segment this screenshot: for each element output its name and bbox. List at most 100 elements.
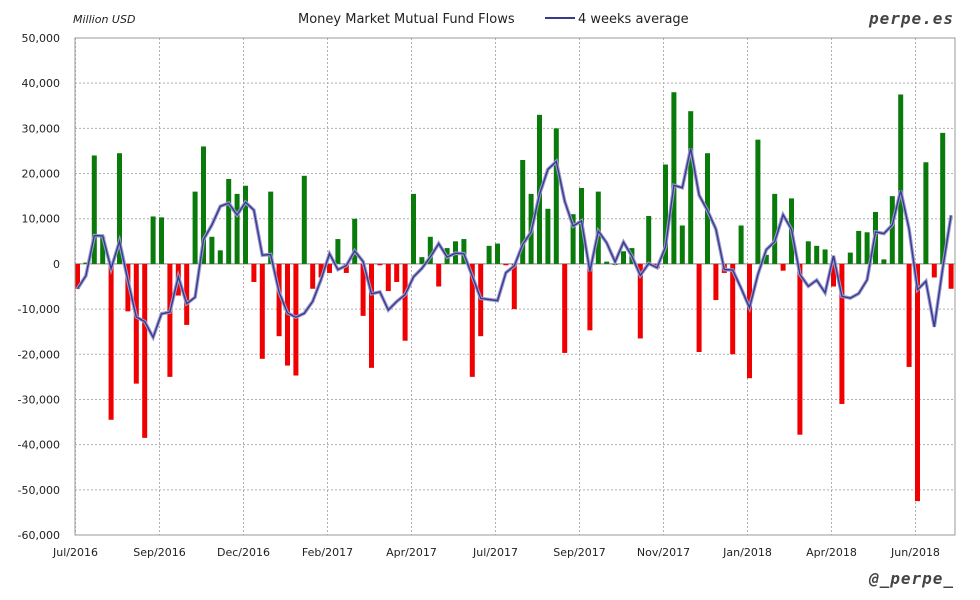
- bar-outflow: [142, 263, 148, 438]
- y-tick-label: -60,000: [18, 529, 60, 542]
- bar-inflow: [520, 159, 526, 264]
- bar-inflow: [889, 196, 895, 264]
- x-tick-label: Sep/2016: [133, 546, 185, 559]
- x-tick-label: Jan/2018: [722, 546, 772, 559]
- bar-outflow: [831, 263, 836, 287]
- bar-outflow: [402, 263, 408, 341]
- bar-inflow: [763, 254, 769, 264]
- bar-inflow: [150, 216, 156, 264]
- bar-outflow: [713, 263, 719, 301]
- legend-label: 4 weeks average: [578, 12, 689, 27]
- y-tick-label: 30,000: [22, 122, 61, 135]
- bar-outflow: [259, 263, 265, 359]
- bar-outflow: [436, 263, 442, 287]
- bar-inflow: [940, 132, 946, 264]
- bar-outflow: [906, 263, 912, 367]
- y-tick-label: -50,000: [18, 484, 60, 497]
- average-line: [76, 148, 952, 340]
- y-tick-label: -10,000: [18, 303, 60, 316]
- bar-inflow: [595, 191, 601, 264]
- y-tick-label: -20,000: [18, 348, 60, 361]
- bar-inflow: [411, 193, 416, 264]
- bar-inflow: [604, 261, 610, 264]
- bar-inflow: [427, 236, 433, 264]
- bar-outflow: [696, 263, 702, 353]
- bar-inflow: [679, 225, 685, 264]
- bar-inflow: [335, 239, 341, 264]
- bar-inflow: [545, 208, 551, 264]
- brand-top: perpe.es: [868, 9, 954, 28]
- bar-inflow: [100, 236, 106, 264]
- bar-outflow: [377, 263, 383, 266]
- bar-inflow: [570, 214, 576, 264]
- bar-outflow: [797, 263, 803, 435]
- bar-outflow: [747, 263, 752, 379]
- bar-outflow: [915, 263, 920, 502]
- brand-bottom: @_perpe_: [868, 569, 954, 588]
- bar-outflow: [369, 263, 374, 368]
- bar-inflow: [923, 162, 929, 264]
- y-tick-label: -40,000: [18, 439, 60, 452]
- bar-inflow: [268, 191, 274, 264]
- bar-inflow: [755, 139, 761, 264]
- bar-inflow: [419, 257, 425, 264]
- bar-outflow: [839, 263, 845, 404]
- bar-outflow: [310, 263, 316, 289]
- bar-inflow: [856, 230, 862, 264]
- bar-inflow: [83, 262, 89, 264]
- x-tick-label: Jun/2018: [890, 546, 940, 559]
- bar-inflow: [461, 239, 467, 264]
- bar-inflow: [91, 155, 97, 264]
- plot-border: [74, 37, 956, 536]
- bar-inflow: [301, 175, 307, 264]
- y-tick-label: 0: [53, 258, 60, 271]
- unit-label: Million USD: [73, 13, 135, 26]
- bar-outflow: [469, 263, 475, 377]
- x-tick-label: Apr/2018: [806, 546, 857, 559]
- bar-outflow: [276, 263, 282, 337]
- chart-title: Money Market Mutual Fund Flows: [298, 12, 515, 27]
- x-tick-label: Dec/2016: [217, 546, 270, 559]
- bar-outflow: [360, 263, 366, 316]
- bar-inflow: [486, 245, 492, 264]
- bar-outflow: [293, 263, 299, 376]
- bar-outflow: [948, 263, 954, 289]
- bar-inflow: [159, 217, 164, 264]
- bar-outflow: [108, 263, 114, 420]
- bar-inflow: [495, 243, 500, 264]
- bar-inflow: [822, 249, 828, 264]
- x-tick-label: Jul/2016: [52, 546, 98, 559]
- x-tick-label: Sep/2017: [553, 546, 605, 559]
- bar-inflow: [847, 252, 853, 264]
- bar-inflow: [864, 232, 870, 264]
- bar-inflow: [553, 128, 559, 264]
- bar-outflow: [343, 263, 349, 273]
- bar-inflow: [814, 245, 820, 264]
- bar-inflow: [671, 92, 677, 264]
- bar-outflow: [318, 263, 324, 278]
- bar-inflow: [192, 191, 198, 264]
- bar-outflow: [394, 263, 400, 282]
- bar-outflow: [385, 263, 391, 292]
- bar-outflow: [327, 263, 332, 273]
- bar-inflow: [772, 193, 778, 264]
- y-tick-label: -30,000: [18, 393, 60, 406]
- bar-outflow: [133, 263, 139, 384]
- x-tick-label: Apr/2017: [386, 546, 437, 559]
- bar-inflow: [117, 153, 122, 264]
- bar-inflow: [881, 259, 887, 264]
- bar-inflow: [217, 250, 223, 264]
- y-tick-label: 20,000: [22, 168, 61, 181]
- bar-inflow: [688, 111, 694, 264]
- y-tick-label: 10,000: [22, 213, 61, 226]
- x-tick-label: Feb/2017: [302, 546, 353, 559]
- bar-inflow: [805, 241, 811, 264]
- bar-outflow: [503, 263, 509, 266]
- y-tick-label: 40,000: [22, 77, 61, 90]
- bar-inflow: [209, 236, 215, 264]
- bar-inflow: [898, 94, 904, 264]
- bar-outflow: [562, 263, 568, 353]
- bar-inflow: [243, 185, 248, 264]
